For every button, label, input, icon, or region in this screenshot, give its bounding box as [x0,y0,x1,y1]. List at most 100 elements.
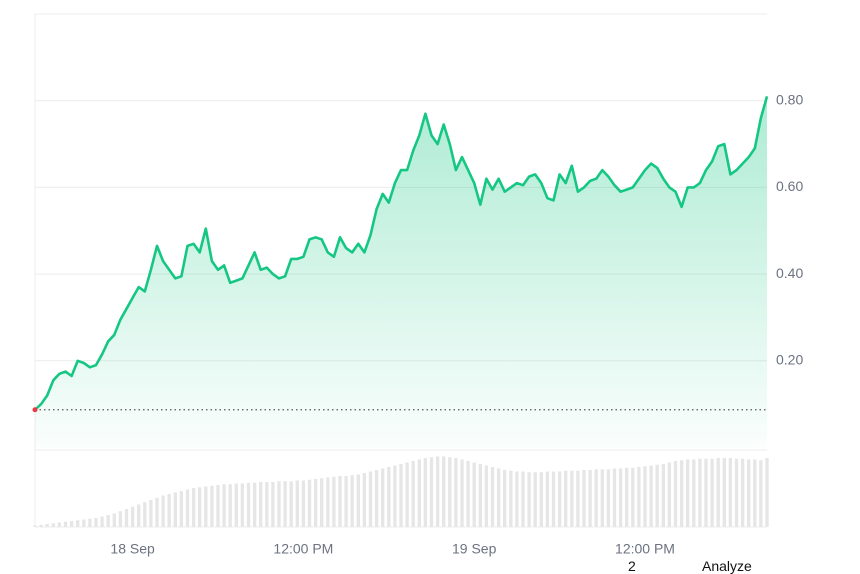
volume-bar [112,513,116,527]
volume-bar [100,516,104,527]
volume-bar [106,515,110,527]
volume-bar [240,483,245,527]
start-point [32,407,38,413]
volume-bar [45,524,49,527]
x-tick-label: 18 Sep [110,541,155,557]
volume-bar [271,482,275,527]
volume-bar [222,484,226,527]
volume-bar [490,467,495,527]
y-tick-label: 0.20 [776,352,803,368]
volume-bar [716,458,720,527]
volume-bar [637,467,641,527]
analyze-button[interactable]: Analyze [702,558,752,574]
volume-bar [356,474,360,527]
volume-bar [618,468,623,527]
volume-bar [88,518,92,527]
volume-bar [484,465,489,527]
y-tick-label: 0.40 [776,265,803,281]
volume-bar [63,521,68,527]
volume-bar [564,470,568,527]
volume-bar [277,481,281,527]
volume-bar [94,518,98,527]
volume-bar [545,471,550,527]
volume-bar [765,458,769,527]
volume-bar [259,482,263,527]
volume-bar [368,471,373,527]
volume-bar [33,525,37,527]
volume-bar [747,459,751,527]
volume-bar [515,471,519,527]
volume-bar [759,460,763,527]
volume-bar [320,478,324,527]
volume-bar [588,470,592,527]
volume-bar [393,465,397,527]
volume-bar [295,480,299,527]
volume-bar [411,461,415,527]
volume-bar [728,458,733,527]
volume-bar [423,458,428,527]
volume-bar [57,522,62,527]
volume-bar [582,470,586,527]
volume-bar [533,472,537,527]
volume-bar [210,485,214,527]
volume-bar [643,466,647,527]
volume-bar [69,521,74,527]
volume-bar [521,471,525,527]
volume-bar [429,457,434,527]
volume-bar [173,492,177,527]
volume-bar [448,457,452,527]
volume-bar [539,472,543,527]
volume-bar [179,491,184,527]
volume-bar [686,459,690,527]
volume-bar [661,464,665,527]
volume-bar [216,485,220,527]
volume-bar [332,476,336,527]
volume-bar [667,462,672,527]
volume-bar [655,464,659,527]
volume-bar [82,519,86,527]
volume-bar [51,523,55,527]
volume-bar [118,511,123,527]
volume-bar [362,473,367,527]
volume-bar [204,486,208,527]
volume-bar [722,458,726,527]
volume-bar [161,495,165,527]
volume-bar [137,504,141,527]
volume-bar [301,480,306,527]
volume-bar [399,464,403,527]
volume-bar [740,458,745,527]
volume-bar [698,458,702,527]
volume-bar [344,476,348,527]
volume-bar [472,462,476,527]
x-tick-label: 19 Sep [452,541,497,557]
volume-bar [442,456,446,527]
volume-bar [606,469,611,527]
price-area [35,96,767,448]
volume-bar [313,479,318,527]
volume-bar [143,502,147,527]
volume-bar [753,459,757,527]
volume-bar [228,484,232,527]
volume-bar [289,481,293,527]
volume-bar [734,458,739,527]
volume-bar [198,487,202,527]
volume-bar [527,472,531,527]
volume-bar [551,471,556,527]
volume-bar [283,481,287,527]
y-tick-label: 0.60 [776,178,803,194]
volume-bar [460,459,464,527]
volume-bar [649,465,653,527]
volume-bar [679,460,684,527]
volume-bar [692,459,696,527]
volume-bar [234,483,238,527]
volume-bar [185,489,190,527]
price-line [34,96,769,411]
volume-bar [405,462,409,527]
x-tick-label: 12:00 PM [615,541,675,557]
volume-bar [374,470,379,527]
volume-bar [246,482,251,527]
volume-bar [350,475,354,527]
page-number: 2 [628,558,636,574]
